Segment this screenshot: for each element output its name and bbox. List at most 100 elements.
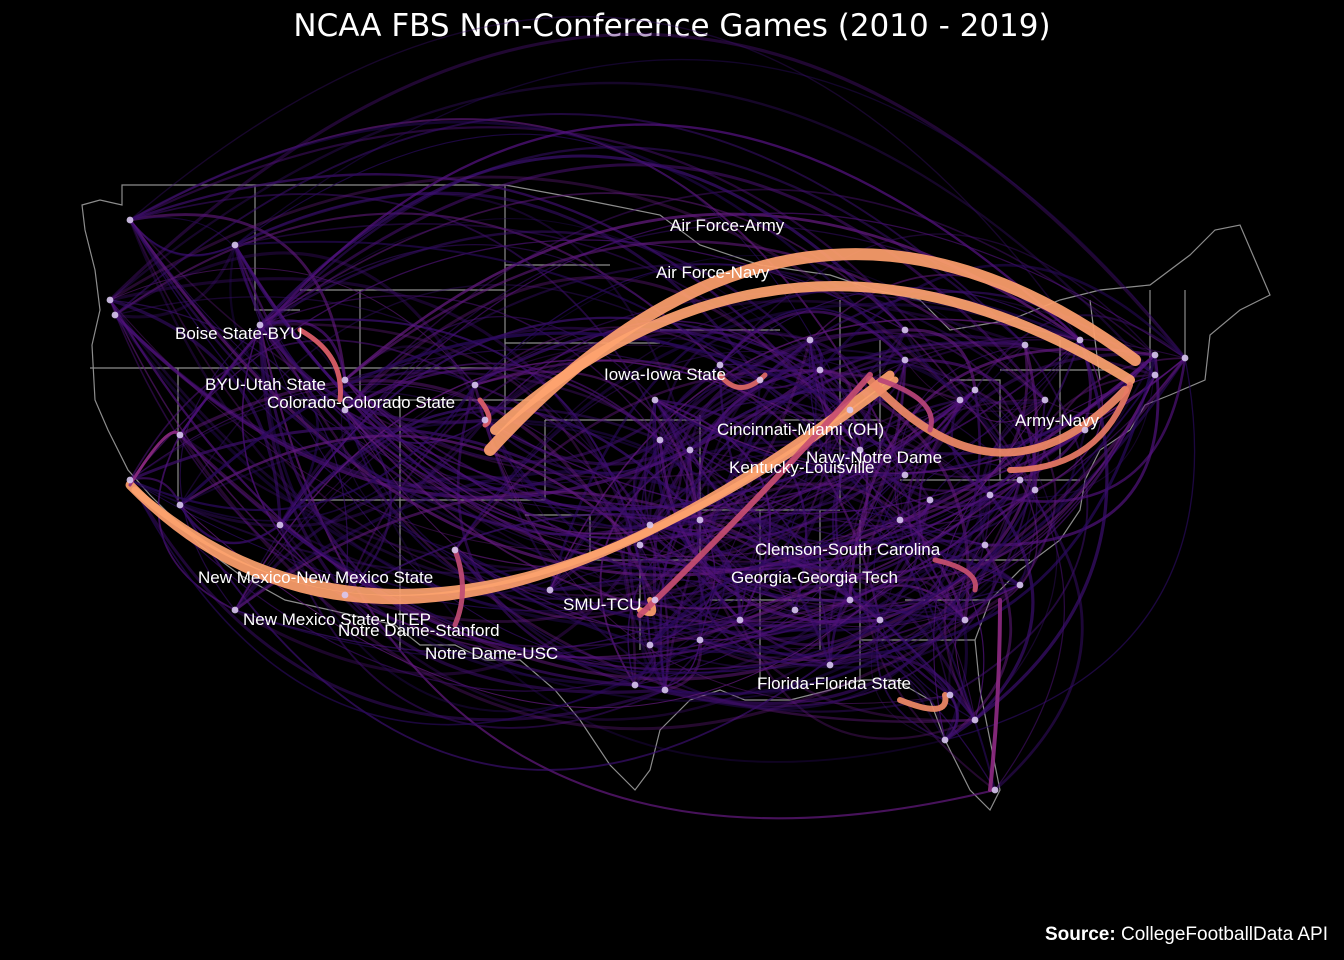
rivalry-arc (452, 547, 465, 628)
school-dot (1151, 371, 1159, 379)
school-dot (926, 496, 934, 504)
game-arc (474, 263, 961, 401)
game-arc (949, 344, 1089, 696)
game-arc (549, 567, 741, 621)
game-arc (649, 523, 742, 621)
school-dot (901, 471, 909, 479)
school-dot (276, 521, 284, 529)
game-arc (109, 299, 1036, 660)
rivalry-labels: Air Force-Army Air Force-Navy Boise State-… (175, 216, 1100, 693)
game-arc (474, 326, 761, 386)
game-arc (259, 318, 652, 646)
game-arc (859, 448, 921, 621)
school-dot (846, 406, 854, 414)
game-arc (933, 374, 1156, 741)
game-arc (829, 654, 977, 721)
game-arc (974, 389, 1058, 721)
school-dot (971, 716, 979, 724)
rivalry-label: Notre Dame-USC (425, 644, 558, 663)
rivalry-label: Clemson-South Carolina (755, 540, 941, 559)
game-arc (109, 81, 1156, 376)
game-arc (649, 524, 1021, 646)
rivalry-arcs (125, 248, 1141, 792)
school-dot (546, 586, 554, 594)
game-arc (759, 356, 1022, 481)
rivalry-label: Navy-Notre Dame (806, 448, 942, 467)
school-dot (941, 736, 949, 744)
rivalry-label: New Mexico-New Mexico State (198, 568, 433, 587)
rivalry-label: Boise State-BYU (175, 324, 303, 343)
school-dot (756, 376, 764, 384)
game-arc (129, 219, 1026, 479)
school-dot (1181, 354, 1189, 362)
game-arc (259, 192, 1021, 481)
school-dot (341, 591, 349, 599)
rivalry-label: Army-Navy (1015, 411, 1100, 430)
game-arc (128, 479, 666, 722)
rivalry-label: Air Force-Army (670, 216, 785, 235)
game-arc (344, 409, 1086, 568)
source-label: Source: (1044, 924, 1116, 945)
game-arc (903, 329, 1046, 405)
game-arc (129, 126, 1036, 491)
school-dot (696, 636, 704, 644)
game-arc (344, 409, 946, 763)
school-dot (981, 541, 989, 549)
school-dot (646, 521, 654, 529)
school-dot (986, 491, 994, 499)
school-dot (451, 546, 459, 554)
rivalry-arc (131, 376, 899, 596)
rivalry-arc (297, 327, 343, 403)
game-arc (685, 449, 831, 667)
game-arc (279, 329, 906, 601)
school-dot (231, 241, 239, 249)
game-arc (234, 291, 1081, 611)
game-arc (659, 376, 761, 441)
rivalry-arc (125, 370, 895, 605)
rivalry-label: BYU-Utah State (205, 375, 326, 394)
school-dot (901, 326, 909, 334)
school-dot (991, 786, 999, 794)
game-arc (659, 400, 906, 476)
game-arc (648, 541, 1021, 647)
game-arc (994, 479, 1084, 792)
rivalry-arc (932, 557, 978, 593)
game-arc (639, 368, 821, 546)
game-arc (259, 295, 661, 441)
game-arc (129, 384, 476, 522)
school-dot (341, 406, 349, 414)
game-arc (904, 359, 1046, 412)
game-arc (654, 599, 701, 641)
game-arc (233, 244, 486, 424)
school-dot (971, 386, 979, 394)
rivalry-label: New Mexico State-UTEP (243, 610, 431, 629)
rivalry-arc (477, 397, 492, 428)
game-arc (179, 379, 657, 601)
school-dot (106, 296, 114, 304)
school-dot (341, 376, 349, 384)
game-arc (344, 513, 976, 721)
school-dot (651, 596, 659, 604)
school-dot (111, 311, 119, 319)
game-arc (179, 399, 1046, 709)
game-arc (234, 244, 691, 486)
game-arc (484, 337, 861, 451)
game-arc (786, 449, 861, 611)
game-arc (654, 339, 1081, 478)
game-arc (688, 378, 761, 451)
game-arc (344, 367, 661, 441)
game-arc (634, 489, 1037, 696)
game-arc (129, 479, 901, 692)
school-dot (961, 616, 969, 624)
game-arc (179, 504, 281, 544)
game-arc (279, 524, 666, 729)
school-dot (231, 606, 239, 614)
game-arc (659, 357, 1186, 528)
game-arc (344, 262, 1046, 411)
school-dot (856, 446, 864, 454)
school-dot (846, 596, 854, 604)
game-arc (109, 298, 282, 526)
game-arc (858, 448, 1036, 507)
school-dot (656, 436, 664, 444)
school-dot (896, 516, 904, 524)
